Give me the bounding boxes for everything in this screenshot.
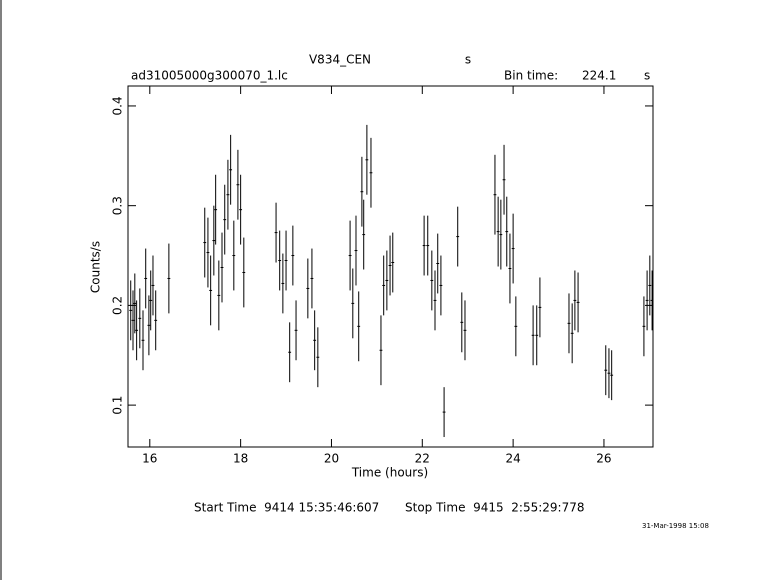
x-tick-label: 24 [505, 452, 520, 466]
bin-time: 224.1 [582, 69, 616, 83]
x-axis-label: Time (hours) [351, 466, 428, 480]
y-axis-label: Counts/s [89, 241, 103, 293]
stop-time: Stop Time 9415 2:55:29:778 [405, 501, 584, 515]
subtitle: ad31005000g300070_1.lc [131, 69, 288, 83]
y-tick-label: 0.4 [111, 96, 125, 115]
chart-title: V834_CEN [309, 53, 371, 67]
footer-date: 31-Mar-1998 15:08 [642, 522, 709, 530]
title-unit: s [465, 53, 471, 67]
plot-frame [127, 85, 654, 448]
x-tick-label: 20 [324, 452, 339, 466]
start-time: Start Time 9414 15:35:46:607 [194, 501, 379, 515]
y-tick-label: 0.2 [111, 296, 125, 315]
x-tick-label: 26 [596, 452, 611, 466]
y-tick-label: 0.3 [111, 196, 125, 215]
bin-time-label: Bin time: [504, 69, 558, 83]
y-tick-label: 0.1 [111, 396, 125, 415]
x-tick-label: 18 [233, 452, 248, 466]
x-tick-label: 16 [142, 452, 157, 466]
bin-time-unit: s [644, 69, 650, 83]
x-tick-label: 22 [415, 452, 430, 466]
